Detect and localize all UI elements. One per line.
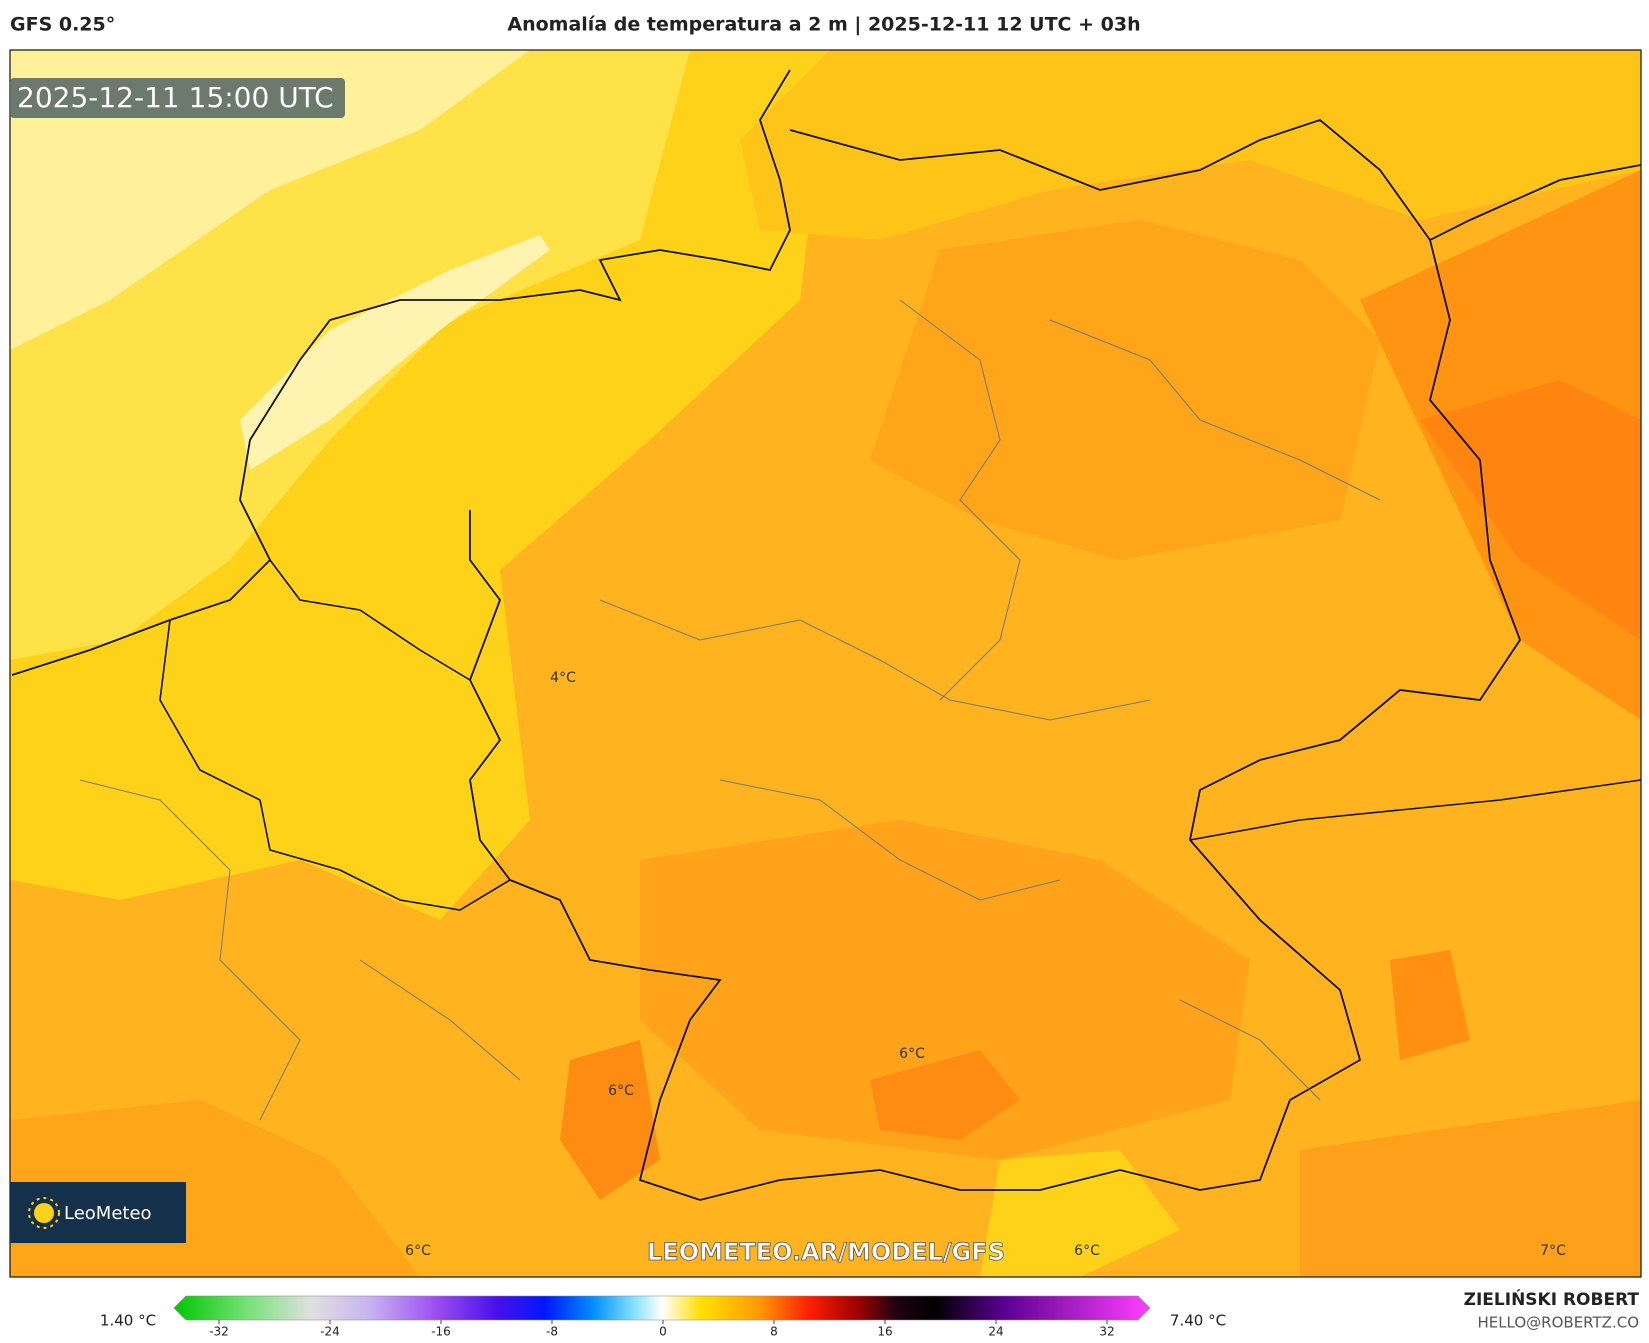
contour-label: 6°C [608,1083,634,1099]
field-blob [870,1050,1020,1140]
colorbar-tick-label: 32 [1099,1325,1114,1339]
colorbar [173,1295,1151,1321]
author: ZIELIŃSKI ROBERT [1464,1288,1640,1310]
model-label: GFS 0.25° [10,14,115,36]
field-gold-north [740,50,1641,240]
email: HELLO@ROBERTZ.CO [1477,1314,1639,1332]
logo-rays [28,1197,60,1229]
colorbar-min: 1.40 °C [100,1312,156,1330]
field-orange-east [870,220,1380,560]
field-pale [10,50,530,350]
field-orange-se [1300,1100,1641,1277]
coastline [11,69,791,676]
map-title: Anomalía de temperatura a 2 m | 2025-12-… [507,14,1140,36]
watermark: LEOMETEO.AR/MODEL/GFS [647,1238,1005,1266]
contour-label: 6°C [1074,1243,1100,1259]
field-orange-south [640,820,1250,1160]
contour-label: 4°C [550,670,576,686]
timestamp: 2025-12-11 15:00 UTC [17,81,334,114]
colorbar-tick-label: 8 [770,1325,778,1339]
timestamp-box [10,78,345,118]
field-darker-east [1420,380,1641,640]
contour-label: 6°C [405,1243,431,1259]
colorbar-ticks: -32 -24 -16 -8 0 8 16 24 32 [209,1320,1115,1339]
colorbar-tick-label: -24 [320,1325,340,1339]
colorbar-tick-label: 0 [659,1325,667,1339]
contour-label: 6°C [899,1046,925,1062]
contour-label: 7°C [1540,1243,1566,1259]
map-frame [9,49,1642,1278]
field-blob [1390,950,1470,1060]
colorbar-max: 7.40 °C [1170,1312,1226,1330]
logo-text: LeoMeteo [64,1203,152,1224]
colorbar-tick-label: 24 [988,1325,1003,1339]
map-field [10,50,1641,1277]
region-border [79,299,1381,1121]
logo-sun [34,1203,54,1223]
country-border [159,559,1641,911]
country-border [469,239,1522,1201]
contour-labels: 4°C 6°C 6°C 6°C 6°C 7°C [405,670,1566,1259]
colorbar-tick-label: 16 [877,1325,892,1339]
colorbar-tick-label: -8 [546,1325,558,1339]
field-pale-band [240,235,550,470]
field-blob [560,1040,660,1200]
field-yellow-alps [980,1150,1180,1277]
colorbar-tick-label: -32 [209,1325,229,1339]
coastline [789,118,1641,242]
colorbar-tick-label: -16 [431,1325,451,1339]
